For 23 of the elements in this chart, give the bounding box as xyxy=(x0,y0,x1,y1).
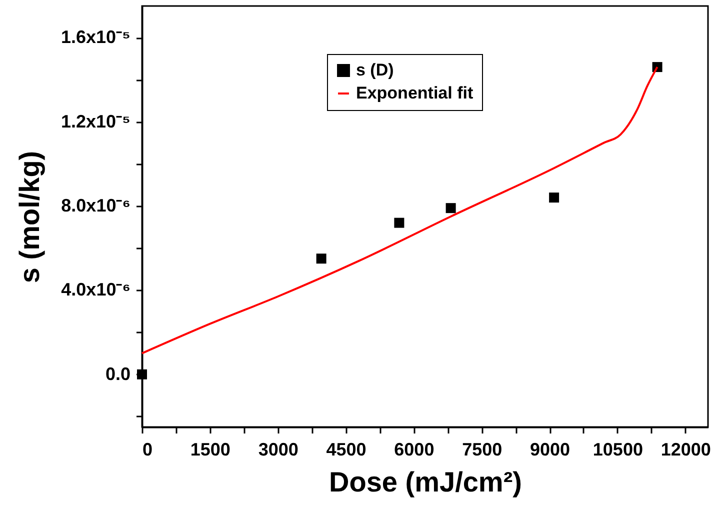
y-tick-label: 1.2x10⁻⁵ xyxy=(60,111,130,132)
x-tick-label: 12000 xyxy=(660,440,711,460)
x-tick-label: 4500 xyxy=(326,440,366,460)
x-axis-title: Dose (mJ/cm²) xyxy=(329,466,522,498)
legend-label: Exponential fit xyxy=(356,84,474,102)
x-tick-label: 10500 xyxy=(592,440,643,460)
point xyxy=(137,369,147,380)
x-tick-label: 1500 xyxy=(190,440,230,460)
point xyxy=(394,218,404,228)
legend-label: s (D) xyxy=(356,60,394,80)
y-tick-label: 1.6x10⁻⁵ xyxy=(60,27,130,48)
point xyxy=(446,203,456,214)
x-tick-label: 3000 xyxy=(258,440,298,460)
x-tick-label: 0 xyxy=(142,440,153,460)
x-tick-label: 7500 xyxy=(462,440,502,460)
y-axis-title: s (mol/kg) xyxy=(14,150,45,284)
x-tick-label: 9000 xyxy=(530,440,570,460)
point xyxy=(549,192,560,203)
point xyxy=(316,254,326,264)
y-tick-label: 0.0 xyxy=(105,364,130,384)
y-tick-label: 8.0x10⁻⁶ xyxy=(61,195,130,216)
x-tick-label: 6000 xyxy=(394,440,434,460)
y-tick-label: 4.0x10⁻⁶ xyxy=(61,280,130,300)
